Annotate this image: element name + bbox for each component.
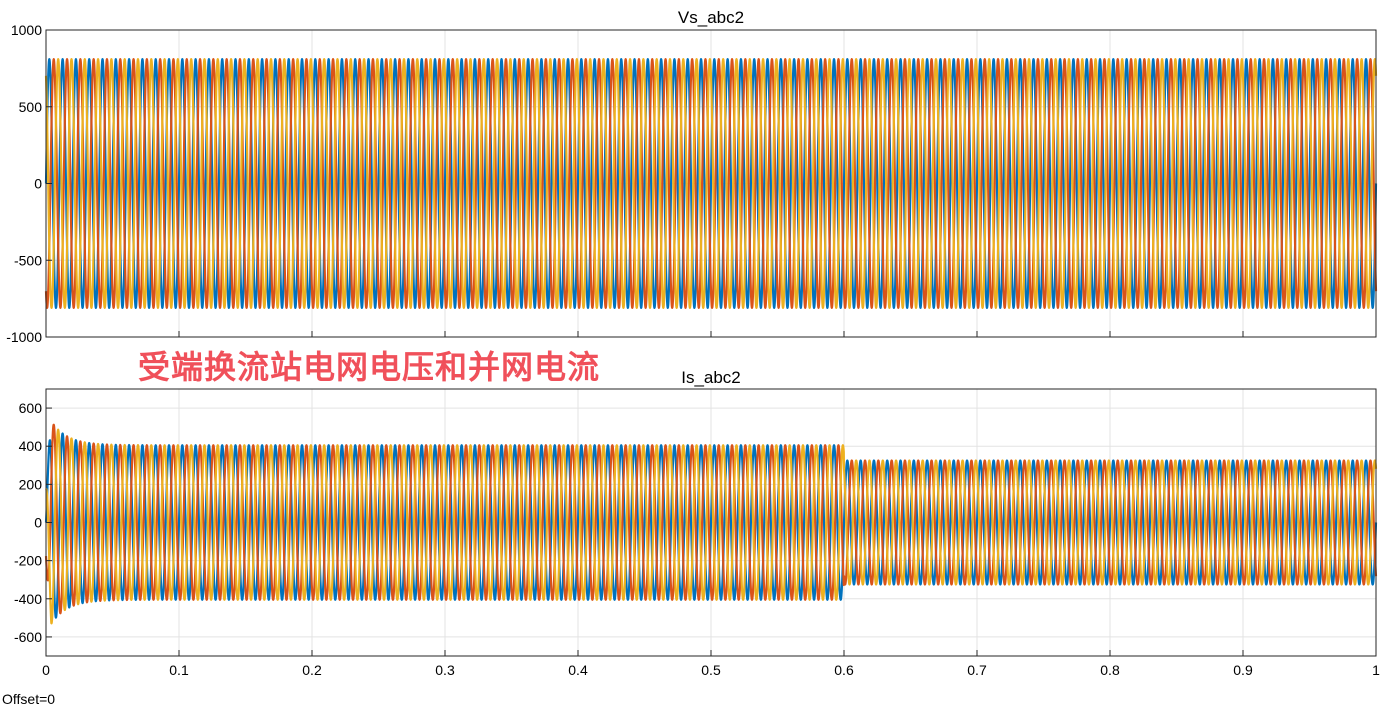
voltage-ytick-label: -500: [14, 252, 42, 268]
current-xtick-label: 0.2: [302, 662, 322, 678]
current-phase-b-line: [44, 423, 1378, 615]
voltage-plot-title: Vs_abc2: [678, 8, 744, 27]
current-ytick-label: 200: [19, 476, 43, 492]
current-xtick-label: 0.7: [967, 662, 987, 678]
voltage-plot: -1000 -500 0 500 1000 Vs_abc2: [6, 8, 1378, 345]
current-plot: 0 0.1 0.2 0.3 0.4 0.5 0.6 0.7 0.8 0.9 1 -600 -400 -20…: [14, 368, 1380, 678]
current-plot-title: Is_abc2: [681, 368, 741, 387]
current-xtick-label: 0.5: [701, 662, 721, 678]
voltage-ticks: -1000 -500 0 500 1000: [6, 22, 1377, 345]
offset-label: Offset=0: [2, 691, 56, 707]
voltage-ytick-label: -1000: [6, 329, 42, 345]
current-xtick-label: 1: [1372, 662, 1380, 678]
current-ytick-label: 0: [34, 515, 42, 531]
voltage-phase-a-line: [44, 58, 1378, 309]
current-xtick-label: 0.4: [568, 662, 588, 678]
current-ticks: 0 0.1 0.2 0.3 0.4 0.5 0.6 0.7 0.8 0.9 1 -600 -400 -20…: [14, 400, 1380, 678]
voltage-ytick-label: 1000: [11, 22, 42, 38]
current-xtick-label: 0.1: [169, 662, 189, 678]
current-xtick-label: 0.8: [1100, 662, 1120, 678]
current-phase-c-line: [45, 428, 1378, 625]
current-ytick-label: 400: [19, 438, 43, 454]
current-ytick-label: 600: [19, 400, 43, 416]
caption-overlay: 受端换流站电网电压和并网电流: [138, 348, 601, 386]
voltage-phase-c-line: [44, 58, 1378, 309]
current-ytick-label: -400: [14, 591, 42, 607]
current-phase-a-line: [44, 432, 1378, 619]
current-ytick-label: -200: [14, 553, 42, 569]
voltage-ytick-label: 0: [34, 176, 42, 192]
voltage-phase-b-line: [44, 58, 1378, 309]
current-ytick-label: -600: [14, 629, 42, 645]
current-waveforms: [44, 423, 1378, 625]
voltage-ytick-label: 500: [19, 99, 43, 115]
current-xtick-label: 0.3: [435, 662, 455, 678]
current-xtick-label: 0: [42, 662, 50, 678]
voltage-waveforms: [44, 58, 1378, 309]
current-xtick-label: 0.6: [834, 662, 854, 678]
current-xtick-label: 0.9: [1233, 662, 1253, 678]
